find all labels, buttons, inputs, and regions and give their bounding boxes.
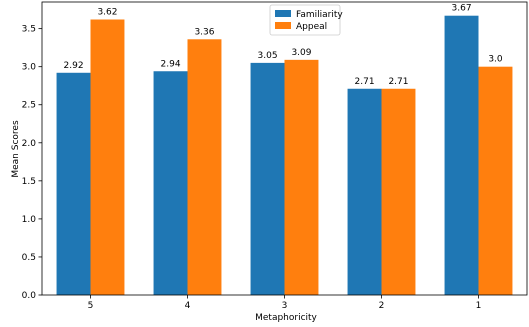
legend-label-familiarity: Familiarity <box>296 10 343 20</box>
data-label-familiarity-2: 2.71 <box>355 77 375 87</box>
bar-appeal-4 <box>187 39 222 295</box>
x-axis-label: Metaphoricity <box>255 313 317 323</box>
legend-swatch-familiarity <box>275 10 291 17</box>
data-label-appeal-2: 2.71 <box>388 77 408 87</box>
data-label-familiarity-3: 3.05 <box>258 51 278 61</box>
data-label-appeal-5: 3.62 <box>97 8 117 18</box>
y-tick-label-0.0: 0.0 <box>22 291 37 301</box>
y-axis-label: Mean Scores <box>11 120 21 178</box>
x-tick-label-2: 2 <box>379 301 385 311</box>
y-tick-label-3.0: 3.0 <box>22 63 37 73</box>
bar-familiarity-1 <box>444 15 479 295</box>
legend-label-appeal: Appeal <box>296 22 327 32</box>
legend: Familiarity Appeal <box>269 4 343 36</box>
bar-familiarity-4 <box>153 71 188 295</box>
data-label-appeal-4: 3.36 <box>194 27 214 37</box>
y-tick-label-2.5: 2.5 <box>22 101 36 111</box>
bar-familiarity-3 <box>250 62 285 295</box>
x-tick-label-4: 4 <box>185 301 191 311</box>
data-label-familiarity-4: 2.94 <box>161 59 181 69</box>
data-label-familiarity-1: 3.67 <box>452 4 472 14</box>
bar-familiarity-2 <box>347 88 382 295</box>
bar-appeal-5 <box>90 19 125 295</box>
bar-familiarity-5 <box>56 72 91 295</box>
data-label-appeal-3: 3.09 <box>291 48 311 58</box>
data-label-familiarity-5: 2.92 <box>64 61 84 71</box>
bar-appeal-2 <box>381 88 416 295</box>
x-tick-label-5: 5 <box>88 301 94 311</box>
y-tick-label-0.5: 0.5 <box>22 253 36 263</box>
y-tick-label-1.5: 1.5 <box>22 177 36 187</box>
data-label-appeal-1: 3.0 <box>488 55 503 65</box>
y-tick-label-3.5: 3.5 <box>22 25 36 35</box>
y-tick-label-2.0: 2.0 <box>22 139 37 149</box>
x-tick-label-3: 3 <box>282 301 288 311</box>
plot-area: 2.92 2.943.052.713.673.623.363.092.713.00… <box>22 1 528 311</box>
bar-appeal-3 <box>284 59 319 296</box>
y-tick-label-1.0: 1.0 <box>22 215 37 225</box>
legend-swatch-appeal <box>275 22 291 29</box>
x-tick-label-1: 1 <box>476 301 482 311</box>
bar-appeal-1 <box>478 66 513 295</box>
